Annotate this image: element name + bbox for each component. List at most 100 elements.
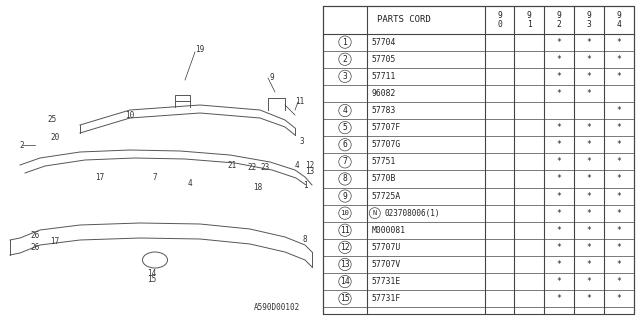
Text: 1: 1	[303, 180, 307, 189]
Text: 4: 4	[188, 179, 192, 188]
Text: 57707U: 57707U	[372, 243, 401, 252]
Text: 9
0: 9 0	[497, 11, 502, 29]
Text: 9
3: 9 3	[586, 11, 591, 29]
Text: 7: 7	[342, 157, 348, 166]
Text: *: *	[616, 157, 621, 166]
Text: *: *	[557, 192, 561, 201]
Text: *: *	[586, 243, 591, 252]
Text: 2: 2	[20, 140, 24, 149]
Text: 2: 2	[342, 55, 348, 64]
Text: *: *	[586, 294, 591, 303]
Text: 13: 13	[305, 167, 315, 177]
Text: 11: 11	[296, 98, 305, 107]
Text: *: *	[586, 192, 591, 201]
Text: 12: 12	[305, 161, 315, 170]
Text: *: *	[616, 55, 621, 64]
Text: *: *	[586, 277, 591, 286]
Text: *: *	[557, 277, 561, 286]
Text: 17: 17	[95, 173, 104, 182]
Text: *: *	[616, 260, 621, 269]
Text: 23: 23	[260, 163, 269, 172]
Text: 26: 26	[30, 243, 40, 252]
Text: 57751: 57751	[372, 157, 396, 166]
Text: 4: 4	[342, 106, 348, 115]
Text: *: *	[586, 89, 591, 98]
Text: 57725A: 57725A	[372, 192, 401, 201]
Text: *: *	[616, 140, 621, 149]
Text: *: *	[616, 243, 621, 252]
Text: *: *	[557, 55, 561, 64]
Text: *: *	[586, 140, 591, 149]
Text: *: *	[616, 209, 621, 218]
Text: 57731F: 57731F	[372, 294, 401, 303]
Text: 57707G: 57707G	[372, 140, 401, 149]
Text: 3: 3	[300, 138, 304, 147]
Text: 19: 19	[195, 45, 205, 54]
Text: 9: 9	[269, 74, 275, 83]
Text: *: *	[586, 123, 591, 132]
Text: 9
4: 9 4	[616, 11, 621, 29]
Text: *: *	[616, 38, 621, 47]
Text: *: *	[616, 123, 621, 132]
Text: 57711: 57711	[372, 72, 396, 81]
Text: *: *	[616, 277, 621, 286]
Text: *: *	[616, 294, 621, 303]
Text: *: *	[557, 157, 561, 166]
Text: 10: 10	[125, 110, 134, 119]
Text: 57707F: 57707F	[372, 123, 401, 132]
Text: *: *	[557, 226, 561, 235]
Text: *: *	[557, 260, 561, 269]
Text: *: *	[616, 192, 621, 201]
Text: *: *	[557, 140, 561, 149]
Text: *: *	[586, 157, 591, 166]
Text: *: *	[557, 38, 561, 47]
Text: N: N	[372, 210, 377, 216]
Text: *: *	[616, 226, 621, 235]
Text: 57707V: 57707V	[372, 260, 401, 269]
Text: 7: 7	[153, 172, 157, 181]
Text: PARTS CORD: PARTS CORD	[377, 15, 431, 25]
Text: *: *	[557, 123, 561, 132]
Text: 8: 8	[303, 236, 307, 244]
Text: *: *	[586, 38, 591, 47]
Text: 20: 20	[51, 132, 60, 141]
Text: *: *	[586, 174, 591, 183]
Text: 14: 14	[340, 277, 350, 286]
Text: 5: 5	[342, 123, 348, 132]
Text: *: *	[586, 226, 591, 235]
Text: 15: 15	[147, 275, 157, 284]
Text: 17: 17	[51, 237, 60, 246]
Text: 5770B: 5770B	[372, 174, 396, 183]
Text: 57705: 57705	[372, 55, 396, 64]
Text: *: *	[586, 55, 591, 64]
Text: 22: 22	[248, 163, 257, 172]
Text: 26: 26	[30, 230, 40, 239]
Text: 4: 4	[294, 161, 300, 170]
Text: *: *	[586, 209, 591, 218]
Text: *: *	[586, 72, 591, 81]
Text: *: *	[557, 72, 561, 81]
Text: 9
2: 9 2	[557, 11, 561, 29]
Text: 12: 12	[340, 243, 350, 252]
Text: 57783: 57783	[372, 106, 396, 115]
Text: 96082: 96082	[372, 89, 396, 98]
Text: M000081: M000081	[372, 226, 406, 235]
Text: 57704: 57704	[372, 38, 396, 47]
Text: 21: 21	[227, 161, 237, 170]
Text: 10: 10	[340, 210, 349, 216]
Text: 6: 6	[342, 140, 348, 149]
Text: 25: 25	[47, 116, 56, 124]
Text: A590D00102: A590D00102	[253, 303, 300, 312]
Text: *: *	[616, 72, 621, 81]
Text: 18: 18	[253, 183, 262, 193]
Text: 15: 15	[340, 294, 350, 303]
Text: *: *	[557, 294, 561, 303]
Text: 1: 1	[342, 38, 348, 47]
Text: *: *	[616, 106, 621, 115]
Text: 57731E: 57731E	[372, 277, 401, 286]
Text: 14: 14	[147, 268, 157, 277]
Text: 13: 13	[340, 260, 350, 269]
Text: 8: 8	[342, 174, 348, 183]
Text: 9: 9	[342, 192, 348, 201]
Text: *: *	[557, 174, 561, 183]
